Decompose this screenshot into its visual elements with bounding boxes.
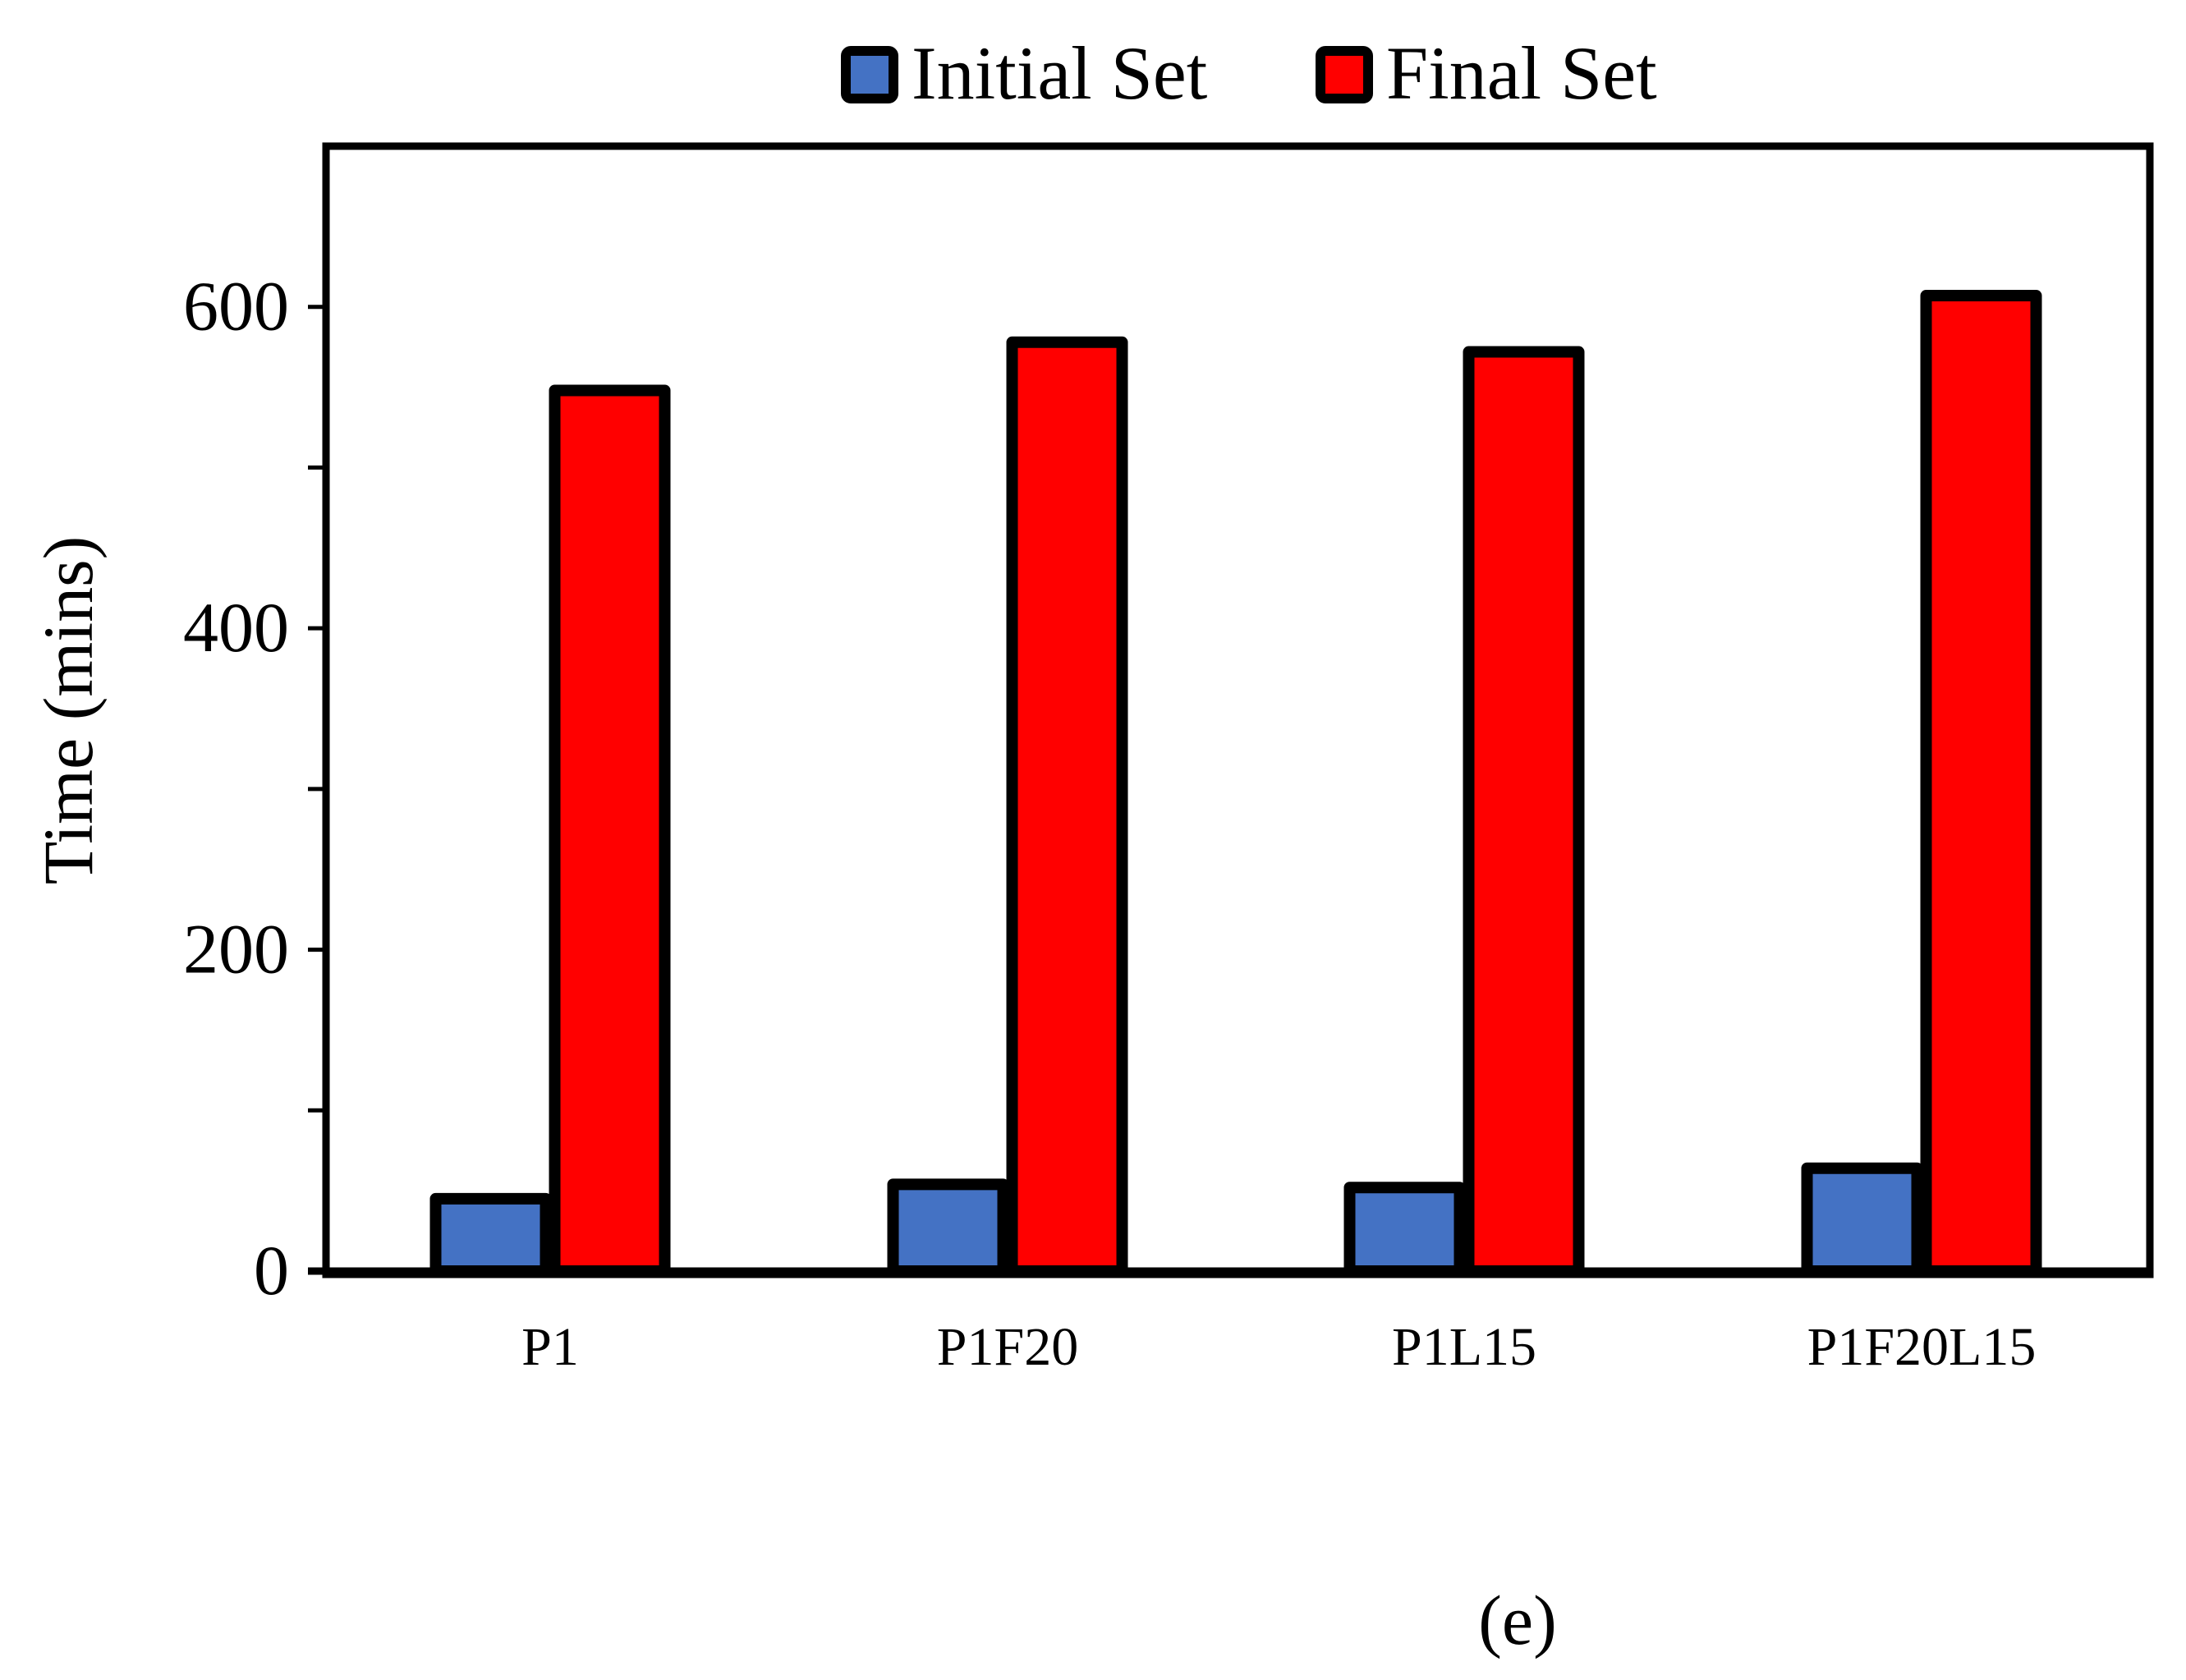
bar-initial-set-p1l15 bbox=[1343, 1182, 1466, 1277]
x-tick-label: P1 bbox=[521, 1317, 579, 1377]
bar-initial-set-p1f20l15 bbox=[1801, 1162, 1923, 1277]
bar-final-set-p1f20l15 bbox=[1920, 290, 2042, 1277]
y-tick-label: 200 bbox=[183, 910, 289, 989]
bar-initial-set-p1f20 bbox=[887, 1178, 1009, 1278]
legend-swatch-final-set bbox=[1316, 46, 1373, 103]
y-axis: 0 200 400 600 bbox=[183, 267, 326, 1310]
legend-label-initial-set: Initial Set bbox=[912, 31, 1208, 115]
bar-final-set-p1 bbox=[549, 384, 671, 1277]
bar-final-set-p1l15 bbox=[1463, 346, 1585, 1277]
y-axis-title: Time (mins) bbox=[29, 536, 108, 885]
figure-caption: (e) bbox=[1478, 1581, 1556, 1659]
x-tick-label: P1L15 bbox=[1392, 1317, 1536, 1377]
bars-group bbox=[308, 290, 2150, 1278]
x-tick-label: P1F20L15 bbox=[1807, 1317, 2037, 1377]
bar-final-set-p1f20 bbox=[1006, 336, 1128, 1277]
y-tick-label: 0 bbox=[254, 1231, 289, 1310]
legend-label-final-set: Final Set bbox=[1386, 31, 1657, 115]
x-tick-label: P1F20 bbox=[937, 1317, 1078, 1377]
x-axis: P1 P1F20 P1L15 P1F20L15 bbox=[521, 1317, 2036, 1377]
legend-swatch-initial-set bbox=[841, 46, 898, 103]
y-tick-label: 600 bbox=[183, 267, 289, 346]
y-tick-label: 400 bbox=[183, 588, 289, 667]
chart-legend: Initial Set Final Set bbox=[841, 31, 1657, 115]
bar-initial-set-p1 bbox=[429, 1192, 552, 1278]
